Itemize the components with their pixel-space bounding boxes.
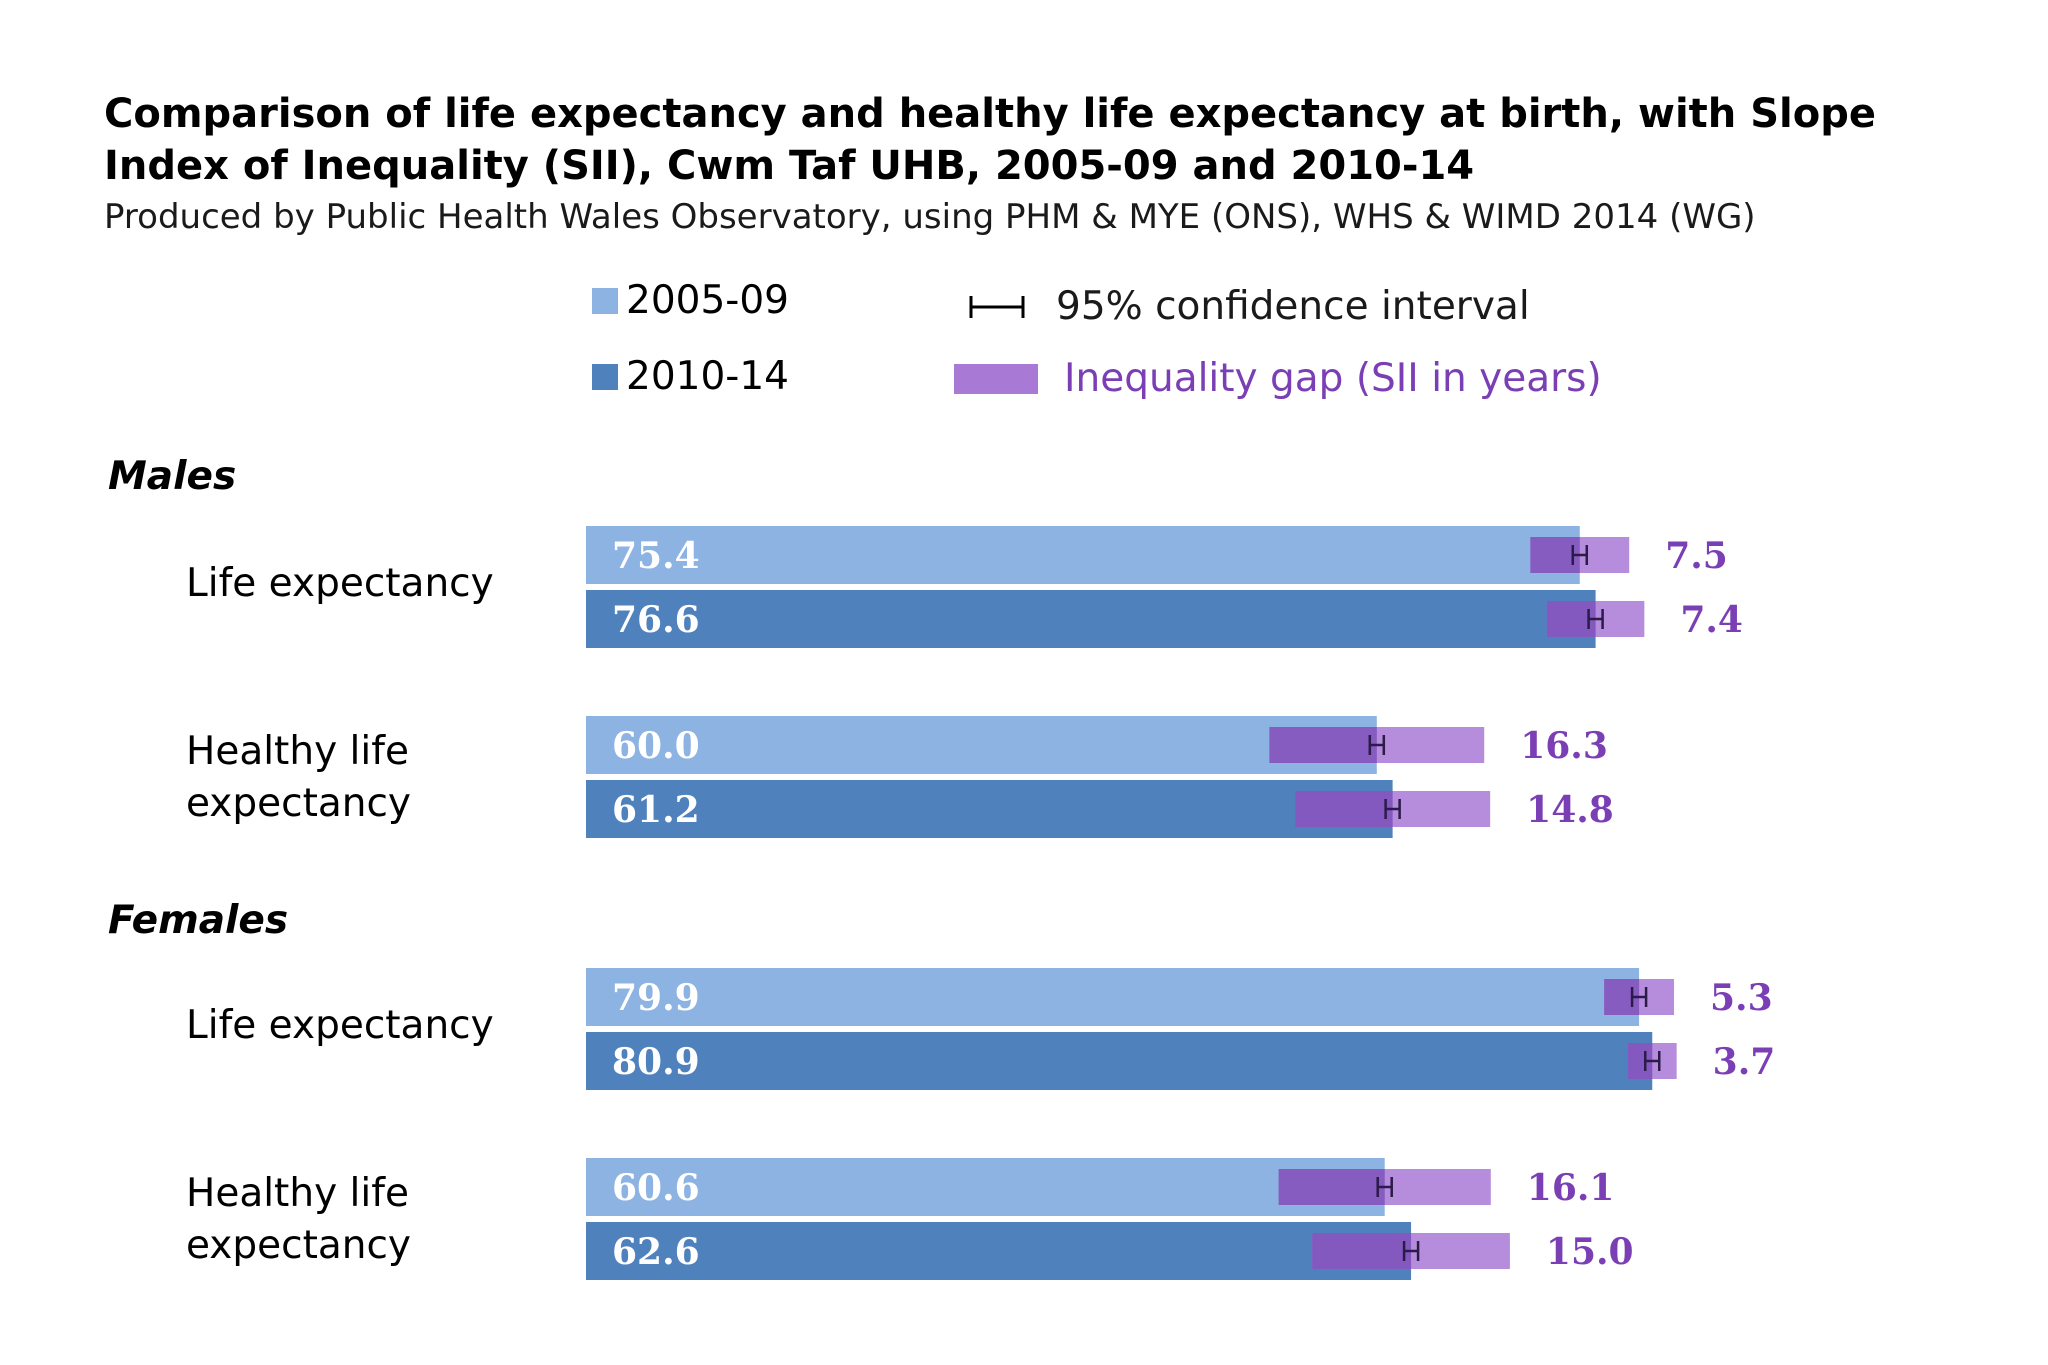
category-label-males-life-expectancy: Life expectancy: [186, 561, 494, 606]
sii-label-series-0-cat-1: 16.3: [1520, 725, 1608, 767]
legend-item-ci: 95% confidence interval: [968, 284, 1530, 329]
legend-label-gap: Inequality gap (SII in years): [1064, 356, 1602, 401]
legend-label-2005-09: 2005-09: [626, 278, 789, 323]
value-label-series-0-cat-0: 75.4: [612, 535, 700, 577]
confidence-interval-icon: [969, 295, 1025, 318]
bar-series-0-cat-3: [586, 1158, 1385, 1216]
bar-series-1-cat-0: [586, 590, 1596, 648]
gap-overlap-series-1-cat-1: [1295, 791, 1393, 827]
gap-overlap-series-0-cat-3: [1278, 1169, 1385, 1205]
sii-label-series-1-cat-3: 15.0: [1546, 1231, 1634, 1273]
legend-swatch-gap: [954, 363, 1038, 394]
value-label-series-0-cat-3: 60.6: [612, 1167, 700, 1209]
legend-item-gap: Inequality gap (SII in years): [954, 356, 1602, 401]
value-label-series-1-cat-0: 76.6: [612, 599, 700, 641]
bar-series-1-cat-3: [586, 1222, 1412, 1280]
group-title-males: Males: [108, 454, 237, 499]
legend-item-2005-09: 2005-09: [592, 278, 789, 323]
legend-swatch-2005-09: [592, 287, 618, 314]
value-label-series-0-cat-2: 79.9: [612, 977, 700, 1019]
value-label-series-1-cat-2: 80.9: [612, 1041, 700, 1083]
category-label-females-healthy-life-expectancy: Healthy life expectancy: [186, 1171, 412, 1268]
chart-subtitle: Produced by Public Health Wales Observat…: [104, 197, 1756, 237]
category-label-females-life-expectancy: Life expectancy: [186, 1003, 494, 1048]
legend-item-2010-14: 2010-14: [592, 354, 789, 399]
sii-label-series-0-cat-0: 7.5: [1665, 535, 1728, 577]
sii-label-series-1-cat-0: 7.4: [1680, 599, 1743, 641]
chart-title: Comparison of life expectancy and health…: [104, 91, 1876, 189]
gap-overlap-series-1-cat-3: [1312, 1233, 1412, 1269]
bar-series-1-cat-1: [586, 780, 1393, 838]
category-label-males-healthy-life-expectancy: Healthy life expectancy: [186, 729, 412, 826]
bar-series-1-cat-2: [586, 1032, 1653, 1090]
legend-label-ci: 95% confidence interval: [1056, 284, 1530, 329]
gap-overlap-series-0-cat-1: [1269, 727, 1377, 763]
sii-label-series-1-cat-1: 14.8: [1526, 789, 1614, 831]
legend-swatch-2010-14: [592, 363, 618, 390]
sii-label-series-0-cat-3: 16.1: [1527, 1167, 1615, 1209]
group-title-females: Females: [108, 898, 289, 943]
value-label-series-1-cat-1: 61.2: [612, 789, 700, 831]
value-label-series-0-cat-1: 60.0: [612, 725, 700, 767]
sii-label-series-1-cat-2: 3.7: [1713, 1041, 1776, 1083]
bar-series-0-cat-2: [586, 968, 1640, 1026]
bar-series-0-cat-0: [586, 526, 1580, 584]
sii-label-series-0-cat-2: 5.3: [1710, 977, 1773, 1019]
bar-series-0-cat-1: [586, 716, 1377, 774]
legend-label-2010-14: 2010-14: [626, 354, 789, 399]
value-label-series-1-cat-3: 62.6: [612, 1231, 700, 1273]
